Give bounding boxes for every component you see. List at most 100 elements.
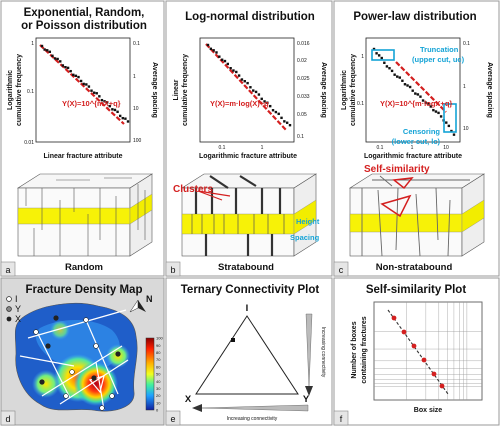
- data-point: [40, 44, 44, 48]
- data-point: [390, 69, 394, 73]
- panel-letter-d: d: [5, 414, 10, 424]
- ternary-triangle: [195, 315, 299, 395]
- panel-c-xtick: 1: [411, 145, 414, 151]
- data-point: [118, 114, 122, 118]
- panel-b-xlabel: Logarithmic fracture attribute: [199, 153, 297, 160]
- data-point: [383, 61, 386, 64]
- data-point: [243, 80, 246, 83]
- legend-marker-y: [6, 306, 12, 312]
- data-point: [215, 51, 218, 54]
- data-point: [257, 93, 261, 96]
- data-point: [439, 115, 443, 118]
- data-point: [260, 97, 263, 101]
- data-point: [72, 73, 75, 77]
- map-nodes: [33, 315, 121, 411]
- data-point: [393, 73, 396, 76]
- data-point: [77, 75, 80, 79]
- data-point: [277, 112, 280, 116]
- annot-clusters: Clusters: [173, 184, 213, 195]
- data-point: [46, 49, 49, 52]
- data-point: [100, 98, 104, 102]
- data-point: [437, 111, 440, 115]
- colorbar-tick-label: 70: [156, 357, 161, 362]
- data-point: [380, 56, 383, 60]
- data-point: [82, 82, 85, 86]
- panel-f-title: Self-similarity Plot: [366, 284, 467, 296]
- colorbar-tick-label: 80: [156, 350, 161, 355]
- panel-f-grid: [373, 301, 483, 401]
- colorbar-tick-label: 30: [156, 386, 161, 391]
- data-point: [406, 84, 409, 87]
- panel-e: Ternary Connectivity Plot I X Y Increasi…: [165, 277, 333, 426]
- block-nonstratabound: Self-similarity Non-stratabound: [348, 164, 486, 273]
- data-point: [206, 43, 210, 47]
- data-point: [283, 120, 286, 123]
- ternary-vertex-y: Y: [303, 394, 310, 405]
- panel-d: Fracture Density Map I: [0, 277, 165, 426]
- data-point: [377, 54, 381, 57]
- panel-c-fit-line: [395, 61, 447, 113]
- data-point: [254, 90, 258, 94]
- panel-f-xlabel: Box size: [414, 407, 443, 414]
- data-point: [105, 101, 109, 104]
- colorbar-tick-label: 40: [156, 379, 161, 384]
- block-random: Random: [16, 173, 154, 273]
- data-point: [285, 121, 289, 124]
- data-point: [124, 117, 127, 120]
- data-point: [372, 47, 376, 51]
- panel-f-fit-line: [387, 309, 449, 395]
- north-arrow-icon: [138, 300, 146, 312]
- panel-a-ytick: 0.1: [27, 89, 34, 95]
- data-point: [447, 124, 451, 128]
- data-point: [209, 47, 213, 50]
- panel-a-plot-frame: [35, 37, 131, 143]
- data-point: [85, 83, 88, 86]
- legend-marker-x: [6, 316, 12, 322]
- data-point: [434, 110, 438, 113]
- data-point: [69, 69, 72, 73]
- data-point: [218, 55, 221, 58]
- self-similarity-triangle: [392, 177, 414, 190]
- panel-a-y2label: Average spacing: [151, 62, 158, 118]
- panel-a-title-line2: or Poisson distribution: [21, 20, 147, 32]
- annot-height: Height: [296, 217, 320, 226]
- panel-b-ylabel: cumulative frequency: [182, 54, 189, 126]
- data-point: [113, 108, 117, 112]
- panel-b-xtick: 0.1: [219, 145, 226, 151]
- panel-b-y2label: Average spacing: [320, 62, 327, 118]
- data-point: [416, 93, 420, 96]
- panel-b-ylabel: Linear: [173, 79, 180, 100]
- data-point: [429, 105, 432, 108]
- colorbar-tick-label: 50: [156, 372, 161, 377]
- panel-letter-e: e: [170, 414, 175, 424]
- data-point: [79, 79, 83, 83]
- legend-label-x: X: [15, 314, 21, 324]
- panel-b-xtick: 1: [261, 145, 264, 151]
- data-point: [66, 66, 70, 70]
- panel-e-title: Ternary Connectivity Plot: [181, 284, 320, 296]
- panel-f-data-points: [391, 315, 445, 389]
- censoring-sublabel: (lower cut, lc): [392, 137, 441, 146]
- colorbar: [145, 337, 155, 411]
- data-point: [403, 83, 407, 86]
- colorbar-tick-label: 90: [156, 343, 161, 348]
- panel-c-y2label: Average spacing: [486, 62, 493, 118]
- block-stratabound: Clusters Height Spacing Stratabound: [173, 173, 320, 273]
- data-point: [116, 110, 119, 114]
- ternary-data-point: [231, 338, 235, 342]
- data-point: [419, 95, 422, 98]
- colorbar-tick-label: 60: [156, 364, 161, 369]
- panel-c-ytick: 0.1: [357, 101, 364, 107]
- panel-c-equation: Y(X)=10^{m·logX+q}: [380, 99, 452, 108]
- truncation-sublabel: (upper cut, uc): [412, 55, 465, 64]
- panel-b-data-points: [206, 43, 292, 127]
- panel-b-y2tick: 0.016: [297, 41, 310, 47]
- panel-letter-c: c: [339, 265, 344, 275]
- arrow-label-vertical: Increasing connectivity: [320, 327, 326, 378]
- data-point: [240, 78, 244, 81]
- panel-a-data-points: [40, 44, 130, 123]
- panel-b-equation: Y(X)=m·log(X)+q: [210, 99, 269, 108]
- ternary-vertex-x: X: [185, 394, 192, 405]
- panel-d-title: Fracture Density Map: [26, 284, 143, 296]
